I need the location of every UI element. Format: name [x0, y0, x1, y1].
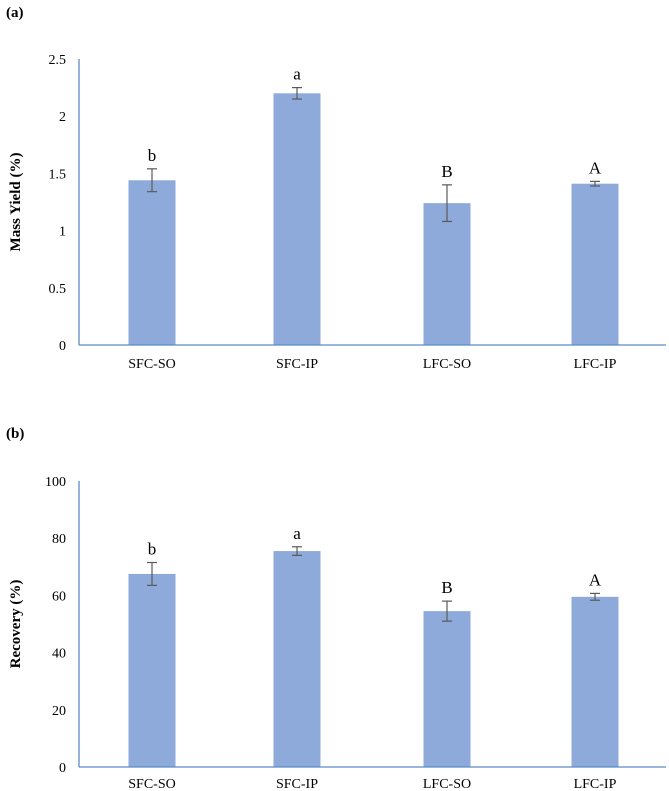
x-tick-label: SFC-SO — [128, 777, 175, 791]
significance-letter: A — [589, 158, 602, 177]
panel-a: (a) Mass Yield (%) 0 0.5 1 1.5 2 2.5 b SFC-SO a SFC… — [6, 5, 666, 372]
panel-b: (b) Recovery (%) 0 20 40 60 80 100 b SFC-SO a SFC-I… — [6, 426, 666, 791]
y-tick-label: 80 — [52, 532, 66, 547]
significance-letter: a — [293, 524, 301, 543]
panel-label: (b) — [6, 426, 24, 442]
y-tick-label: 0 — [59, 761, 66, 776]
panel-label: (a) — [6, 5, 24, 21]
bar — [273, 93, 321, 345]
x-tick-label: LFC-SO — [423, 357, 471, 372]
x-tick-label: SFC-SO — [128, 357, 175, 372]
bar — [423, 203, 471, 345]
y-tick-label: 100 — [45, 475, 66, 490]
y-tick-label: 2 — [59, 110, 66, 125]
x-tick-label: LFC-SO — [423, 777, 471, 791]
significance-letter: B — [441, 578, 452, 597]
significance-letter: b — [148, 540, 157, 559]
bar — [423, 611, 471, 767]
bar — [128, 180, 176, 345]
y-axis-title: Recovery (%) — [8, 580, 24, 669]
x-tick-label: SFC-IP — [276, 357, 318, 372]
y-tick-label: 1 — [59, 225, 66, 240]
significance-letter: B — [441, 162, 452, 181]
y-tick-label: 2.5 — [49, 53, 67, 68]
significance-letter: A — [589, 570, 602, 589]
y-tick-label: 0 — [59, 339, 66, 354]
significance-letter: b — [148, 146, 157, 165]
y-tick-label: 0.5 — [49, 282, 67, 297]
y-axis-title: Mass Yield (%) — [8, 153, 24, 252]
bar — [273, 551, 321, 767]
x-tick-label: SFC-IP — [276, 777, 318, 791]
significance-letter: a — [293, 65, 301, 84]
y-tick-label: 40 — [52, 647, 66, 662]
x-tick-label: LFC-IP — [574, 357, 617, 372]
y-tick-label: 20 — [52, 704, 66, 719]
bar — [128, 573, 176, 767]
bar — [571, 183, 619, 345]
y-tick-label: 1.5 — [49, 167, 67, 182]
y-tick-label: 60 — [52, 589, 66, 604]
bar — [571, 596, 619, 767]
x-tick-label: LFC-IP — [574, 777, 617, 791]
